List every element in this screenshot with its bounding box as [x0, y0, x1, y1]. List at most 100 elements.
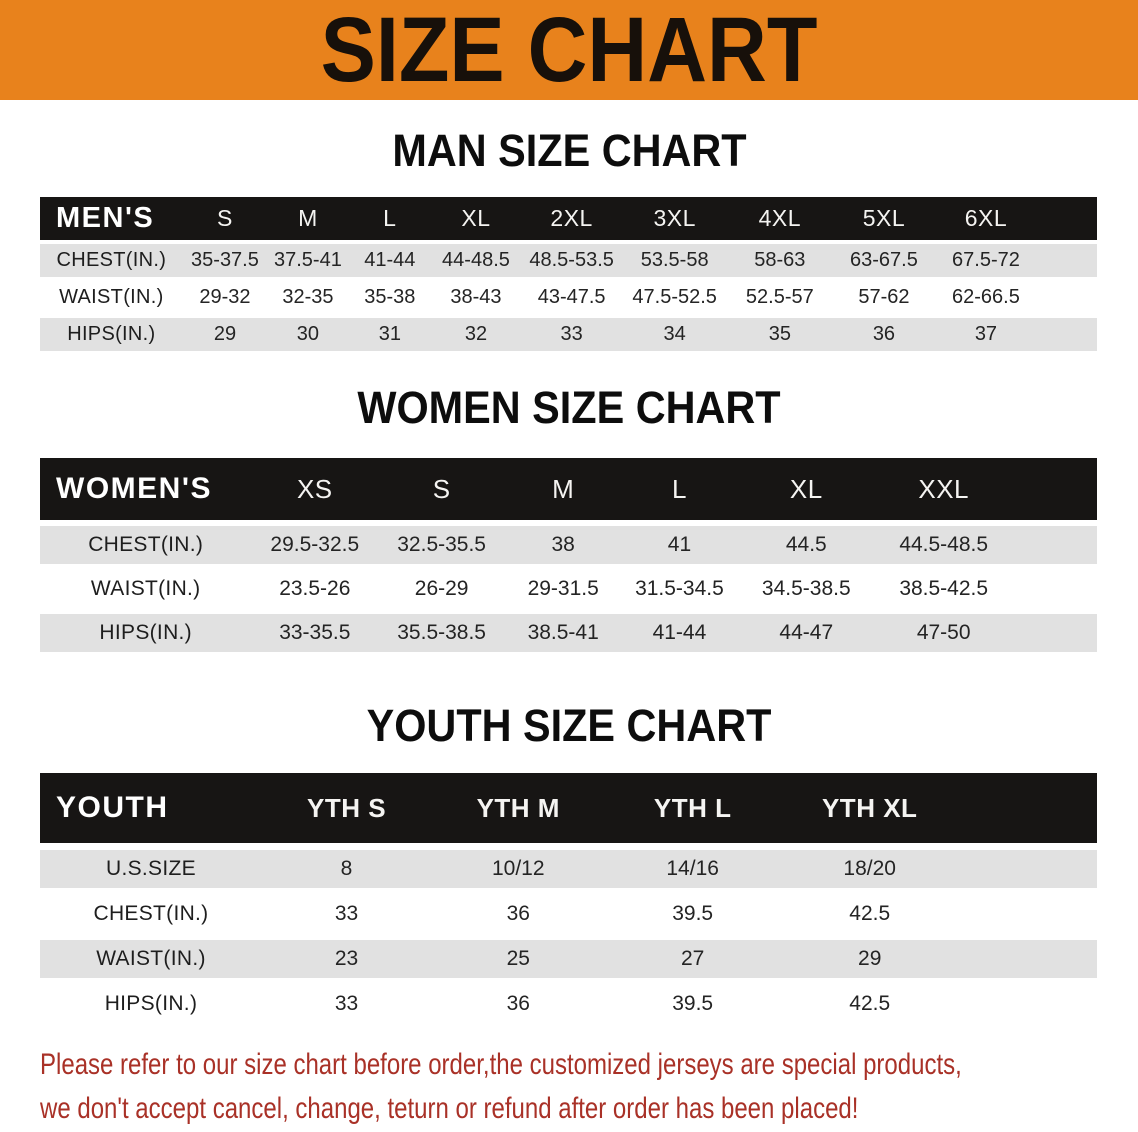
youth-value-cell: 10/12 — [491, 857, 545, 880]
men-value-cell: 31 — [378, 323, 401, 345]
men-value-cell: 52.5-57 — [745, 286, 814, 308]
men-column-header: 2XL — [550, 205, 593, 231]
men-column-header: M — [298, 205, 318, 231]
men-value-cell: 48.5-53.5 — [529, 249, 614, 271]
women-section-heading: WOMEN SIZE CHART — [357, 382, 781, 433]
youth-header-row: YOUTH YTH S YTH M YTH L YTH XL — [40, 773, 1097, 843]
youth-value-cell: 33 — [334, 992, 359, 1015]
women-value-cell: 38.5-42.5 — [899, 577, 989, 600]
men-size-table: MEN'S S M L XL 2XL 3XL 4XL 5XL 6XL CHEST(IN.) 35-37… — [40, 197, 1097, 351]
youth-value-cell: 8 — [340, 857, 353, 880]
disclaimer-line-1: Please refer to our size chart before or… — [40, 1048, 962, 1081]
men-header-row: MEN'S S M L XL 2XL 3XL 4XL 5XL 6XL — [40, 197, 1097, 240]
youth-value-cell: 39.5 — [672, 902, 714, 925]
women-value-cell: 32.5-35.5 — [397, 533, 486, 556]
men-value-cell: 30 — [296, 323, 320, 345]
youth-data-row: U.S.SIZE 8 10/12 14/16 18/20 — [40, 850, 1097, 888]
men-value-cell: 33 — [560, 323, 583, 345]
women-value-cell: 44.5-48.5 — [899, 533, 989, 556]
youth-value-cell: 33 — [334, 902, 359, 925]
youth-value-cell: 42.5 — [849, 992, 891, 1015]
youth-column-header: YTH XL — [821, 792, 918, 823]
men-value-cell: 29 — [213, 323, 237, 345]
youth-value-cell: 39.5 — [672, 992, 714, 1015]
men-data-row: WAIST(IN.) 29-32 32-35 35-38 38-43 43-47.5 47.… — [40, 281, 1097, 314]
women-row-label: CHEST(IN.) — [88, 533, 204, 556]
women-value-cell: 29.5-32.5 — [270, 533, 360, 556]
women-value-cell: 44-47 — [779, 621, 834, 644]
men-table-title: MEN'S — [56, 202, 155, 234]
women-column-header: M — [552, 473, 575, 504]
men-value-cell: 53.5-58 — [640, 249, 709, 271]
youth-row-label: CHEST(IN.) — [93, 902, 209, 925]
men-value-cell: 57-62 — [858, 286, 910, 308]
women-header-row: WOMEN'S XS S M L XL XXL — [40, 458, 1097, 520]
women-data-row: WAIST(IN.) 23.5-26 26-29 29-31.5 31.5-34.5 34… — [40, 570, 1097, 608]
women-row-label: WAIST(IN.) — [90, 577, 201, 600]
men-value-cell: 32 — [464, 323, 488, 345]
women-data-row: CHEST(IN.) 29.5-32.5 32.5-35.5 38 41 44.5 44.5… — [40, 526, 1097, 564]
men-column-header: XL — [461, 205, 491, 231]
men-column-header: 5XL — [862, 205, 906, 231]
youth-value-cell: 36 — [506, 992, 530, 1015]
youth-value-cell: 14/16 — [666, 857, 719, 880]
youth-data-row: WAIST(IN.) 23 25 27 29 — [40, 940, 1097, 978]
men-data-row: HIPS(IN.) 29 30 31 32 33 34 35 36 37 — [40, 318, 1097, 351]
men-column-header: 4XL — [758, 205, 802, 231]
women-size-table: WOMEN'S XS S M L XL XXL CHEST(IN.) 29.5-32.5 32.5… — [40, 458, 1097, 652]
youth-column-header: YTH L — [653, 792, 732, 823]
youth-column-header: YTH M — [476, 792, 560, 823]
men-row-label: CHEST(IN.) — [56, 249, 167, 271]
women-row-label: HIPS(IN.) — [99, 621, 192, 644]
disclaimer: Please refer to our size chart before or… — [40, 1043, 1138, 1131]
women-value-cell: 31.5-34.5 — [635, 577, 724, 600]
youth-row-label: U.S.SIZE — [106, 857, 196, 880]
men-value-cell: 47.5-52.5 — [632, 286, 717, 308]
youth-value-cell: 25 — [506, 947, 530, 970]
men-value-cell: 62-66.5 — [952, 286, 1020, 308]
youth-table-title: YOUTH — [56, 791, 169, 824]
men-value-cell: 35 — [768, 323, 791, 345]
youth-value-cell: 18/20 — [843, 857, 896, 880]
youth-row-label: WAIST(IN.) — [96, 947, 206, 970]
men-column-header: L — [383, 205, 397, 231]
men-value-cell: 35-38 — [364, 286, 416, 308]
women-value-cell: 38 — [551, 533, 575, 556]
women-column-header: S — [432, 473, 451, 504]
women-value-cell: 26-29 — [414, 577, 469, 600]
men-value-cell: 43-47.5 — [537, 286, 606, 308]
women-section: WOMEN SIZE CHART WOMEN'S XS S M L XL XXL CHEST(… — [0, 385, 1138, 652]
women-table-title: WOMEN'S — [56, 472, 212, 505]
youth-value-cell: 23 — [334, 947, 359, 970]
banner-title: SIZE CHART — [320, 0, 818, 100]
men-value-cell: 63-67.5 — [850, 249, 918, 271]
men-value-cell: 34 — [663, 323, 686, 345]
youth-section: YOUTH SIZE CHART YOUTH YTH S YTH M YTH L YTH… — [0, 703, 1138, 1023]
men-value-cell: 44-48.5 — [442, 249, 510, 271]
women-value-cell: 34.5-38.5 — [761, 577, 851, 600]
youth-value-cell: 36 — [506, 902, 530, 925]
women-value-cell: 29-31.5 — [527, 577, 599, 600]
women-value-cell: 44.5 — [785, 533, 827, 556]
youth-section-heading: YOUTH SIZE CHART — [366, 700, 772, 751]
men-value-cell: 41-44 — [364, 249, 416, 271]
men-value-cell: 37 — [974, 323, 998, 345]
youth-column-header: YTH S — [306, 792, 387, 823]
women-value-cell: 35.5-38.5 — [397, 621, 486, 644]
youth-size-table: YOUTH YTH S YTH M YTH L YTH XL U.S.SIZE 8 10/12… — [40, 773, 1097, 1023]
men-value-cell: 35-37.5 — [191, 249, 259, 271]
men-column-header: S — [217, 205, 233, 231]
men-data-row: CHEST(IN.) 35-37.5 37.5-41 41-44 44-48.5 48.5… — [40, 244, 1097, 277]
men-value-cell: 67.5-72 — [952, 249, 1020, 271]
youth-value-cell: 27 — [680, 947, 705, 970]
men-value-cell: 58-63 — [754, 249, 806, 271]
men-value-cell: 38-43 — [450, 286, 502, 308]
disclaimer-line-2: we don't accept cancel, change, teturn o… — [40, 1092, 859, 1125]
men-value-cell: 29-32 — [199, 286, 251, 308]
women-value-cell: 23.5-26 — [279, 577, 351, 600]
women-column-header: XL — [789, 473, 823, 504]
youth-data-row: CHEST(IN.) 33 36 39.5 42.5 — [40, 895, 1097, 933]
men-row-label: WAIST(IN.) — [59, 286, 164, 308]
banner: SIZE CHART — [0, 0, 1138, 100]
